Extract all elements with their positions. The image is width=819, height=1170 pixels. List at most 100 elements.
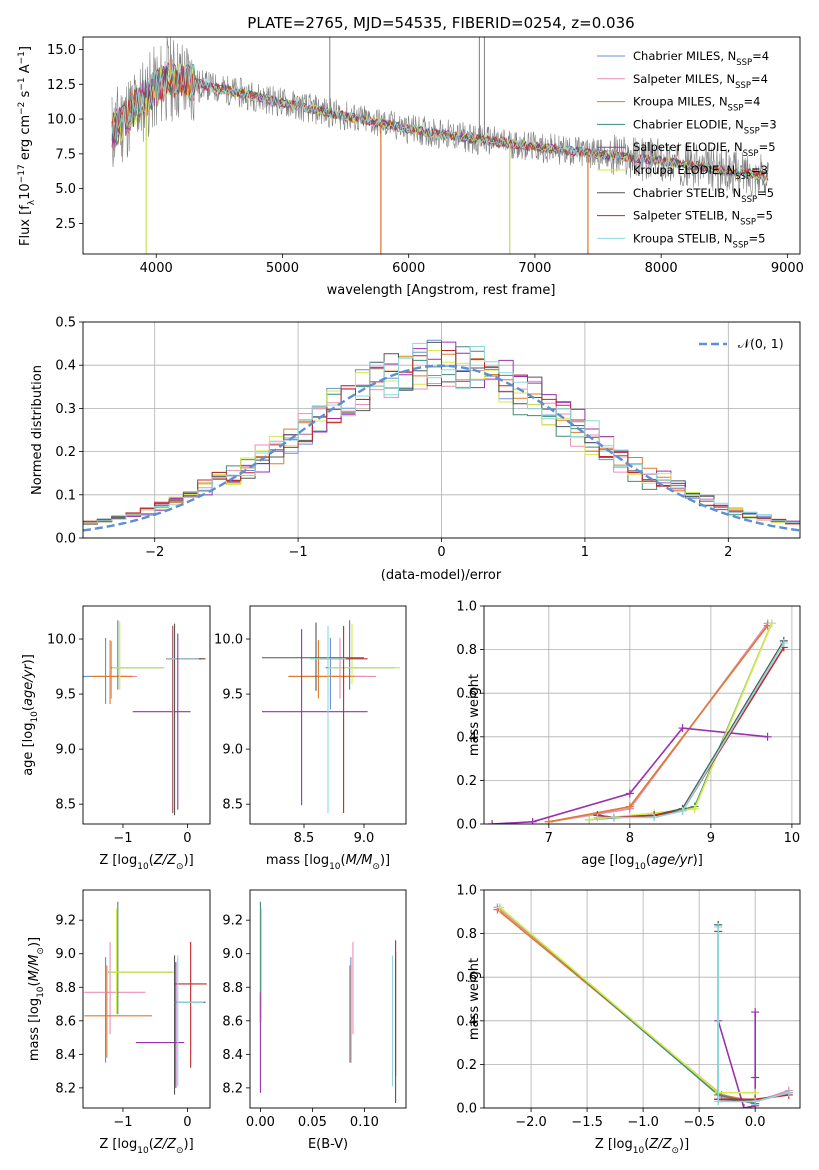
y-tick-label: 9.2 (222, 914, 243, 929)
y-tick-label: 0.3 (55, 402, 76, 417)
legend: Chabrier MILES, NSSP=4 Salpeter MILES, NS… (597, 49, 777, 250)
plus-marker (751, 1073, 760, 1082)
panel-mass-vs-EBV: 0.00 0.05 0.10 8.2 8.4 8.6 8.8 9.0 9.2 E(B-V) (222, 889, 407, 1152)
errorbar-point (84, 965, 152, 1058)
legend-label: 𝒩(0, 1) (738, 336, 784, 351)
x-tick-label: 6000 (392, 261, 425, 276)
y-tick-label: 2.5 (55, 217, 76, 232)
x-axis-label: wavelength [Angstrom, rest frame] (327, 283, 556, 298)
y-tick-label: 8.4 (55, 1048, 76, 1063)
y-axis-label: mass [log10(M/M⊙)] (27, 937, 46, 1061)
x-axis-label: mass [log10(M/M⊙)] (266, 853, 390, 872)
weight-line-salpeter-elodie (717, 1012, 756, 1108)
legend-label: Chabrier ELODIE, NSSP=3 (633, 117, 777, 136)
x-tick-label: 10 (784, 831, 801, 846)
y-tick-label: 8.2 (222, 1081, 243, 1096)
axes-frame (82, 36, 801, 255)
errorbar-point (166, 625, 202, 813)
weight-line-salpeter-stelib (597, 646, 785, 819)
x-tick-label: −1.5 (571, 1115, 603, 1130)
y-tick-label: 9.0 (222, 743, 243, 758)
axes-frame (483, 889, 801, 1109)
weight-line-kroupa-stelib (717, 927, 790, 1103)
x-tick-label: 1 (581, 545, 589, 560)
y-tick-label: 8.6 (222, 1014, 243, 1029)
x-tick-label: −2 (145, 545, 164, 560)
plot-area (493, 903, 793, 1108)
x-tick-label: 5000 (266, 261, 299, 276)
chart-panels: 4000 5000 6000 7000 8000 90002.55.07.510.012.… (17, 36, 804, 1156)
y-tick-label: 8.6 (55, 1014, 76, 1029)
x-tick-label: 4000 (140, 261, 173, 276)
errorbar-point (288, 640, 355, 699)
y-axis-label: mass weight (467, 674, 482, 756)
normal-curve (83, 364, 800, 532)
panel-mass-weight-vs-age: 7 8 9 10 0.0 0.2 0.4 0.6 0.8 1.0 age [log10(age/yr… (456, 600, 801, 872)
x-axis-label: Z [log10(Z/Z⊙)] (99, 853, 193, 872)
y-tick-label: 0.5 (55, 316, 76, 331)
errorbar-point (310, 625, 346, 813)
errorbar-point (304, 637, 376, 699)
plus-marker (751, 1008, 760, 1017)
y-tick-label: 9.2 (55, 914, 76, 929)
plot-area (111, 37, 769, 254)
errorbar-point (108, 908, 175, 1015)
x-tick-label: −0.5 (683, 1115, 715, 1130)
plus-marker (495, 903, 504, 912)
legend-label: Salpeter ELODIE, NSSP=5 (633, 140, 776, 159)
errorbar-point (288, 637, 367, 710)
legend-label: Salpeter MILES, NSSP=4 (633, 72, 768, 91)
errorbar-point (108, 901, 173, 1015)
errorbar-point (166, 625, 200, 813)
legend-label: Kroupa STELIB, NSSP=5 (633, 231, 765, 250)
plus-marker (739, 1104, 748, 1108)
panel-spectrum: 4000 5000 6000 7000 8000 9000 2.5 5.0 7.5 10.0 12.… (17, 36, 804, 298)
plus-marker (609, 813, 618, 822)
plus-marker (751, 1097, 760, 1106)
y-tick-label: 0.8 (456, 927, 477, 942)
y-tick-label: 10.0 (214, 633, 243, 648)
y-tick-label: 0.0 (55, 532, 76, 547)
y-tick-label: 0.0 (456, 818, 477, 833)
x-tick-label: 9000 (771, 261, 804, 276)
x-tick-label: −1 (113, 831, 132, 846)
x-axis-label: age [log10(age/yr)] (581, 853, 703, 872)
plot-area (83, 620, 206, 816)
legend-label: Salpeter STELIB, NSSP=5 (633, 209, 773, 228)
x-tick-label: 0.0 (745, 1115, 766, 1130)
x-tick-label: −1.0 (627, 1115, 659, 1130)
y-tick-label: 9.0 (55, 947, 76, 962)
plus-marker (650, 813, 659, 822)
errorbar-point (174, 941, 207, 1068)
plus-marker (625, 789, 634, 798)
errorbar-point (174, 955, 204, 1087)
axes-frame (483, 605, 801, 825)
plus-marker (488, 820, 497, 824)
plus-marker (763, 732, 772, 741)
x-tick-label: −1 (113, 1115, 132, 1130)
y-tick-label: 0.4 (456, 730, 477, 745)
y-tick-label: 7.5 (55, 147, 76, 162)
y-tick-label: 8.4 (222, 1048, 243, 1063)
y-axis-label: Normed distribution (30, 365, 45, 495)
errorbar-point (111, 620, 163, 690)
errorbar-point (84, 941, 146, 1035)
y-tick-label: 0.4 (55, 359, 76, 374)
plot-area (259, 901, 397, 1103)
x-tick-label: 0.05 (298, 1115, 327, 1130)
weight-line-chabrier-elodie (589, 623, 773, 821)
axes-frame (82, 605, 211, 825)
x-tick-label: 0.10 (350, 1115, 379, 1130)
plus-marker (544, 817, 553, 824)
x-tick-label: 7000 (518, 261, 551, 276)
x-axis-label: (data-model)/error (381, 568, 502, 583)
y-tick-label: 8.5 (55, 798, 76, 813)
x-tick-label: −1 (289, 545, 308, 560)
x-tick-label: 7 (545, 831, 553, 846)
axes-frame (249, 889, 407, 1109)
y-tick-label: 12.5 (47, 78, 76, 93)
y-tick-label: 0.6 (456, 687, 477, 702)
x-tick-label: 9.0 (354, 831, 375, 846)
weight-line-chabrier-miles (496, 906, 756, 1105)
